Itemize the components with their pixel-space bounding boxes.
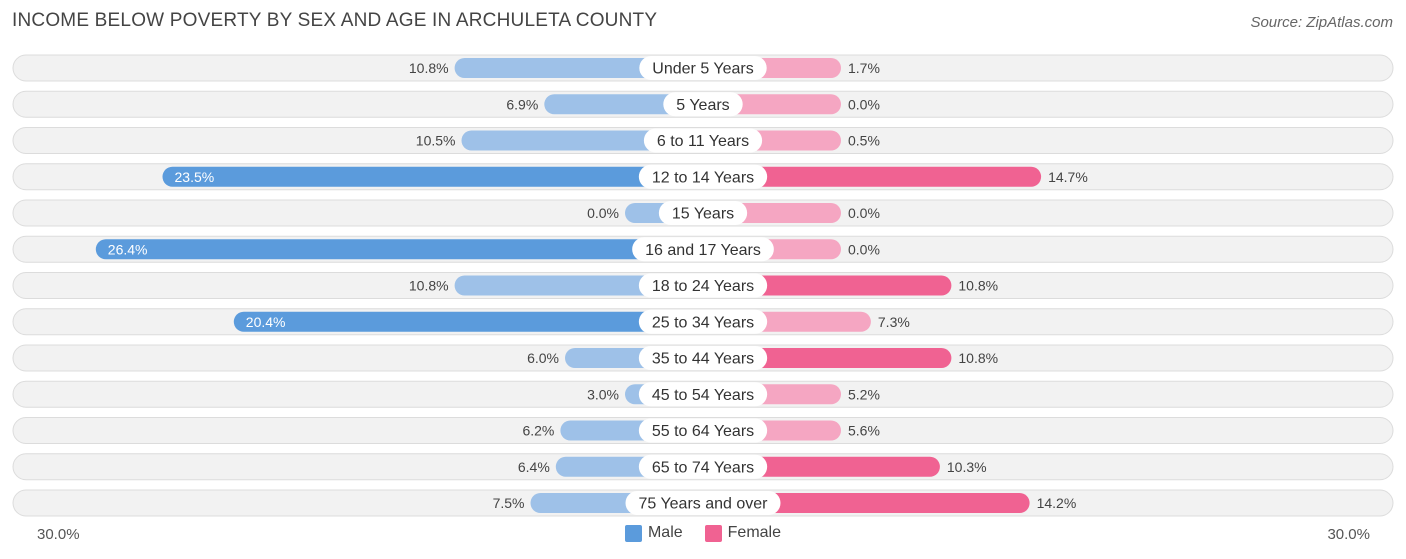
row-8: 35 to 44 Years 6.0% 10.8%: [12, 344, 1394, 372]
category-label: 12 to 14 Years: [652, 169, 754, 186]
bar-female: [703, 493, 1030, 513]
axis-left-label: 30.0%: [37, 526, 80, 543]
row-3: 12 to 14 Years 23.5% 14.7%: [12, 163, 1394, 191]
category-label: 75 Years and over: [639, 496, 769, 513]
category-label: 6 to 11 Years: [657, 133, 749, 150]
category-pill: [643, 128, 763, 153]
category-pill: [625, 491, 781, 515]
legend-item-male: Male: [624, 524, 683, 542]
row-4: 15 Years 0.0% 0.0%: [12, 199, 1394, 227]
category-label: 35 to 44 Years: [652, 351, 754, 368]
row-9: 45 to 54 Years 3.0% 5.2%: [12, 380, 1394, 408]
legend-female-label: Female: [727, 524, 782, 541]
value-label-male: 7.5%: [493, 495, 525, 511]
row-12: 75 Years and over 7.5% 14.2%: [12, 489, 1394, 517]
chart-title: INCOME BELOW POVERTY BY SEX AND AGE IN A…: [12, 10, 658, 31]
bar-female: [703, 166, 1042, 187]
bar-male: [95, 239, 704, 260]
value-label-male: 20.4%: [246, 314, 286, 330]
value-label-female: 0.5%: [848, 133, 880, 149]
category-pill: [638, 309, 768, 334]
value-label-female: 0.0%: [848, 96, 880, 112]
value-label-male: 0.0%: [587, 205, 619, 221]
value-label-female: 5.2%: [848, 386, 880, 402]
category-pill: [638, 273, 768, 298]
category-label: 16 and 17 Years: [645, 242, 761, 259]
row-6: 18 to 24 Years 10.8% 10.8%: [12, 272, 1394, 299]
category-label: 18 to 24 Years: [652, 278, 754, 295]
row-7: 25 to 34 Years 20.4% 7.3%: [12, 308, 1394, 336]
bar-male: [461, 130, 703, 151]
value-label-male: 6.0%: [527, 350, 559, 366]
value-label-male: 6.9%: [506, 96, 538, 112]
value-label-male: 10.5%: [416, 133, 456, 149]
category-label: 55 to 64 Years: [652, 423, 754, 440]
row-5: 16 and 17 Years 26.4% 0.0%: [12, 235, 1394, 263]
legend-item-female: Female: [704, 524, 782, 542]
category-label: Under 5 Years: [652, 61, 753, 78]
row-10: 55 to 64 Years 6.2% 5.6%: [12, 417, 1394, 444]
legend-male-label: Male: [647, 524, 683, 541]
value-label-female: 10.8%: [958, 350, 998, 366]
category-label: 5 Years: [676, 97, 729, 114]
value-label-female: 10.3%: [947, 459, 987, 475]
value-label-male: 6.4%: [518, 459, 550, 475]
category-label: 25 to 34 Years: [652, 314, 754, 331]
category-pill: [638, 346, 768, 370]
row-11: 65 to 74 Years 6.4% 10.3%: [12, 453, 1394, 481]
category-label: 45 to 54 Years: [652, 387, 754, 404]
category-pill: [658, 201, 748, 225]
value-label-female: 14.7%: [1048, 169, 1088, 185]
category-pill: [638, 418, 768, 443]
value-label-male: 23.5%: [175, 169, 215, 185]
value-label-male: 26.4%: [108, 241, 148, 257]
value-label-male: 10.8%: [409, 278, 449, 294]
value-label-female: 0.0%: [848, 205, 880, 221]
value-label-female: 10.8%: [958, 278, 998, 294]
source-credit: Source: ZipAtlas.com: [1250, 14, 1393, 31]
category-pill: [638, 454, 768, 479]
value-label-male: 6.2%: [522, 423, 554, 439]
category-pill: [638, 164, 768, 189]
row-2: 6 to 11 Years 10.5% 0.5%: [12, 127, 1394, 154]
category-label: 15 Years: [672, 206, 734, 223]
legend-female-swatch: [704, 524, 722, 542]
value-label-female: 14.2%: [1037, 495, 1077, 511]
row-1: 5 Years 6.9% 0.0%: [12, 90, 1394, 118]
value-label-male: 10.8%: [409, 60, 449, 76]
row-0: Under 5 Years 10.8% 1.7%: [12, 54, 1394, 82]
category-pill: [639, 56, 767, 80]
category-pill: [632, 237, 774, 262]
bar-male: [162, 166, 703, 187]
axis-right-label: 30.0%: [1327, 526, 1370, 543]
value-label-male: 3.0%: [587, 386, 619, 402]
value-label-female: 7.3%: [878, 314, 910, 330]
category-label: 65 to 74 Years: [652, 459, 754, 476]
legend: Male Female: [0, 524, 1406, 542]
category-pill: [663, 92, 743, 117]
value-label-female: 5.6%: [848, 423, 880, 439]
category-pill: [638, 382, 768, 407]
legend-male-swatch: [624, 524, 642, 542]
value-label-female: 1.7%: [848, 60, 880, 76]
value-label-female: 0.0%: [848, 241, 880, 257]
bar-male: [544, 94, 703, 115]
bar-male: [233, 311, 704, 332]
